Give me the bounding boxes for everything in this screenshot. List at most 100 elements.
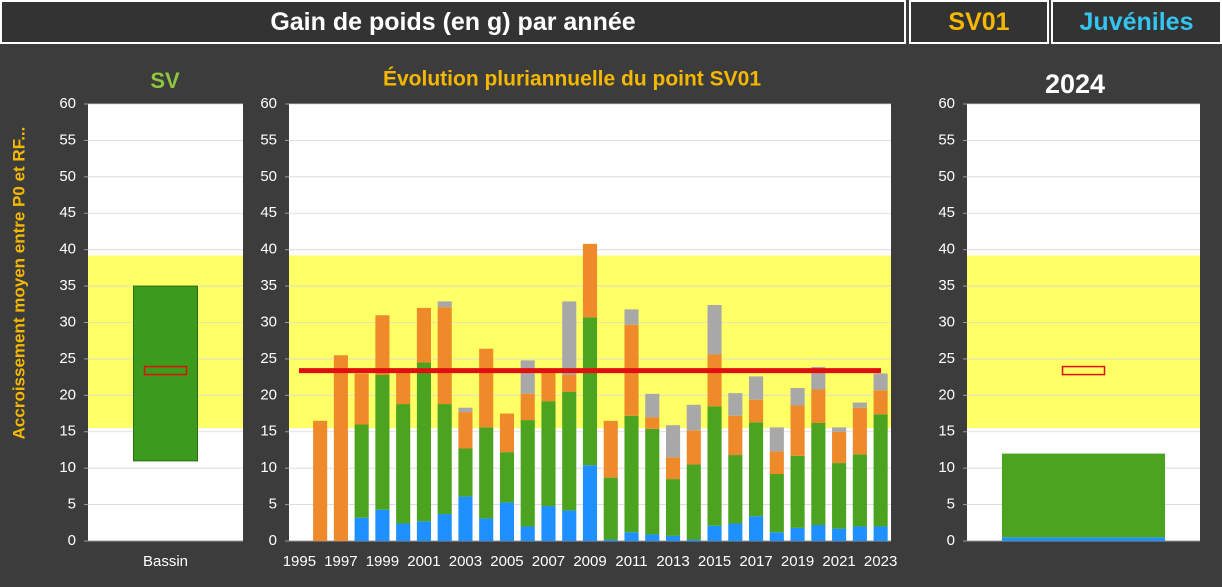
- y-tick-label: 50: [260, 168, 277, 185]
- bar-segment: [354, 517, 369, 541]
- bar-segment: [582, 317, 598, 466]
- bar-segment: [852, 407, 867, 455]
- x-tick-label: 1997: [324, 553, 357, 570]
- bar-segment: [769, 451, 784, 474]
- bar-segment: [645, 417, 660, 429]
- bar-segment: [437, 301, 452, 308]
- bar-segment: [686, 464, 701, 540]
- bar-segment: [728, 415, 743, 456]
- bar-segment: [562, 391, 577, 511]
- reference-box: [143, 365, 188, 376]
- bar-segment: [562, 301, 577, 375]
- bar-segment: [749, 399, 764, 423]
- x-tick-label: 2001: [407, 553, 440, 570]
- y-tick-label: 50: [938, 168, 955, 185]
- bar-segment: [520, 526, 535, 541]
- bar-segment: [582, 243, 598, 318]
- x-tick-label: 1995: [283, 553, 316, 570]
- bar-segment: [479, 427, 494, 519]
- bar-segment: [375, 374, 390, 510]
- chart-title: SV: [150, 68, 180, 93]
- bar-segment: [479, 518, 494, 541]
- y-tick-label: 0: [269, 532, 277, 549]
- bar-segment: [541, 370, 556, 402]
- bar-segment: [790, 405, 805, 456]
- bar-segment: [562, 510, 577, 541]
- bar-segment: [520, 420, 535, 527]
- reference-box: [1061, 365, 1106, 376]
- bar-segment: [665, 425, 681, 458]
- y-tick-label: 25: [938, 350, 955, 367]
- bar-segment: [769, 473, 784, 533]
- y-tick-label: 45: [59, 204, 76, 221]
- bar-segment: [707, 525, 722, 541]
- bar-segment: [437, 514, 452, 541]
- bar-segment: [749, 376, 764, 400]
- bar-segment: [603, 420, 618, 478]
- y-tick-label: 10: [938, 459, 955, 476]
- y-tick-label: 50: [59, 168, 76, 185]
- bar-segment: [458, 448, 473, 497]
- bar-segment: [832, 463, 847, 529]
- bar-segment: [811, 389, 826, 424]
- x-tick-label: 2019: [781, 553, 814, 570]
- bar-segment: [396, 404, 411, 524]
- bar-segment: [416, 362, 431, 522]
- bar-segment: [437, 307, 452, 405]
- bar-segment: [790, 388, 805, 406]
- bar-segment: [458, 407, 473, 413]
- chart-title: 2024: [1045, 69, 1105, 99]
- y-tick-label: 5: [68, 496, 76, 513]
- y-tick-label: 10: [260, 459, 277, 476]
- bar-segment: [520, 393, 535, 421]
- header-point: SV01: [909, 0, 1049, 44]
- x-tick-label: 2009: [573, 553, 606, 570]
- bar-segment: [686, 539, 701, 541]
- bar-segment: [873, 390, 888, 415]
- y-axis-label: Accroissement moyen entre P0 et RF...: [9, 127, 28, 440]
- bar-segment: [852, 402, 867, 408]
- bar-segment: [645, 428, 660, 535]
- bar-segment: [499, 452, 515, 503]
- y-tick-label: 15: [938, 423, 955, 440]
- bar-segment: [873, 373, 888, 391]
- y-tick-label: 20: [260, 386, 277, 403]
- y-tick-label: 10: [59, 459, 76, 476]
- bar-segment: [645, 393, 660, 418]
- bar-segment: [686, 404, 701, 431]
- bar-segment: [603, 539, 618, 541]
- y-tick-label: 60: [59, 95, 76, 112]
- y-tick-label: 40: [938, 241, 955, 258]
- bar-segment: [749, 422, 764, 517]
- y-tick-label: 35: [260, 277, 277, 294]
- bar-segment: [416, 307, 431, 363]
- y-tick-label: 15: [59, 423, 76, 440]
- bar-segment: [832, 427, 847, 432]
- y-tick-label: 60: [260, 95, 277, 112]
- bar-segment: [832, 528, 847, 541]
- bar-segment: [707, 406, 722, 526]
- y-tick-label: 55: [938, 131, 955, 148]
- bar-segment: [769, 427, 784, 452]
- y-tick-label: 5: [947, 496, 955, 513]
- bar-segment: [665, 457, 681, 480]
- bar-segment: [313, 420, 328, 541]
- y-tick-label: 30: [260, 313, 277, 330]
- bar-segment: [852, 526, 867, 541]
- x-tick-label: 2021: [822, 553, 855, 570]
- bar-segment: [624, 309, 639, 325]
- bar-segment: [416, 521, 431, 541]
- bar-segment: [437, 404, 452, 515]
- x-tick-label: 2005: [490, 553, 523, 570]
- y-tick-label: 25: [260, 350, 277, 367]
- bar-segment: [790, 455, 805, 528]
- bar-segment: [520, 360, 535, 394]
- bar-segment: [645, 534, 660, 541]
- bar-segment: [499, 413, 515, 453]
- header-group: Juvéniles: [1051, 0, 1222, 44]
- y-tick-label: 35: [59, 277, 76, 294]
- bar-segment: [852, 454, 867, 527]
- y-tick-label: 35: [938, 277, 955, 294]
- bar-segment: [707, 354, 722, 407]
- y-tick-label: 40: [260, 241, 277, 258]
